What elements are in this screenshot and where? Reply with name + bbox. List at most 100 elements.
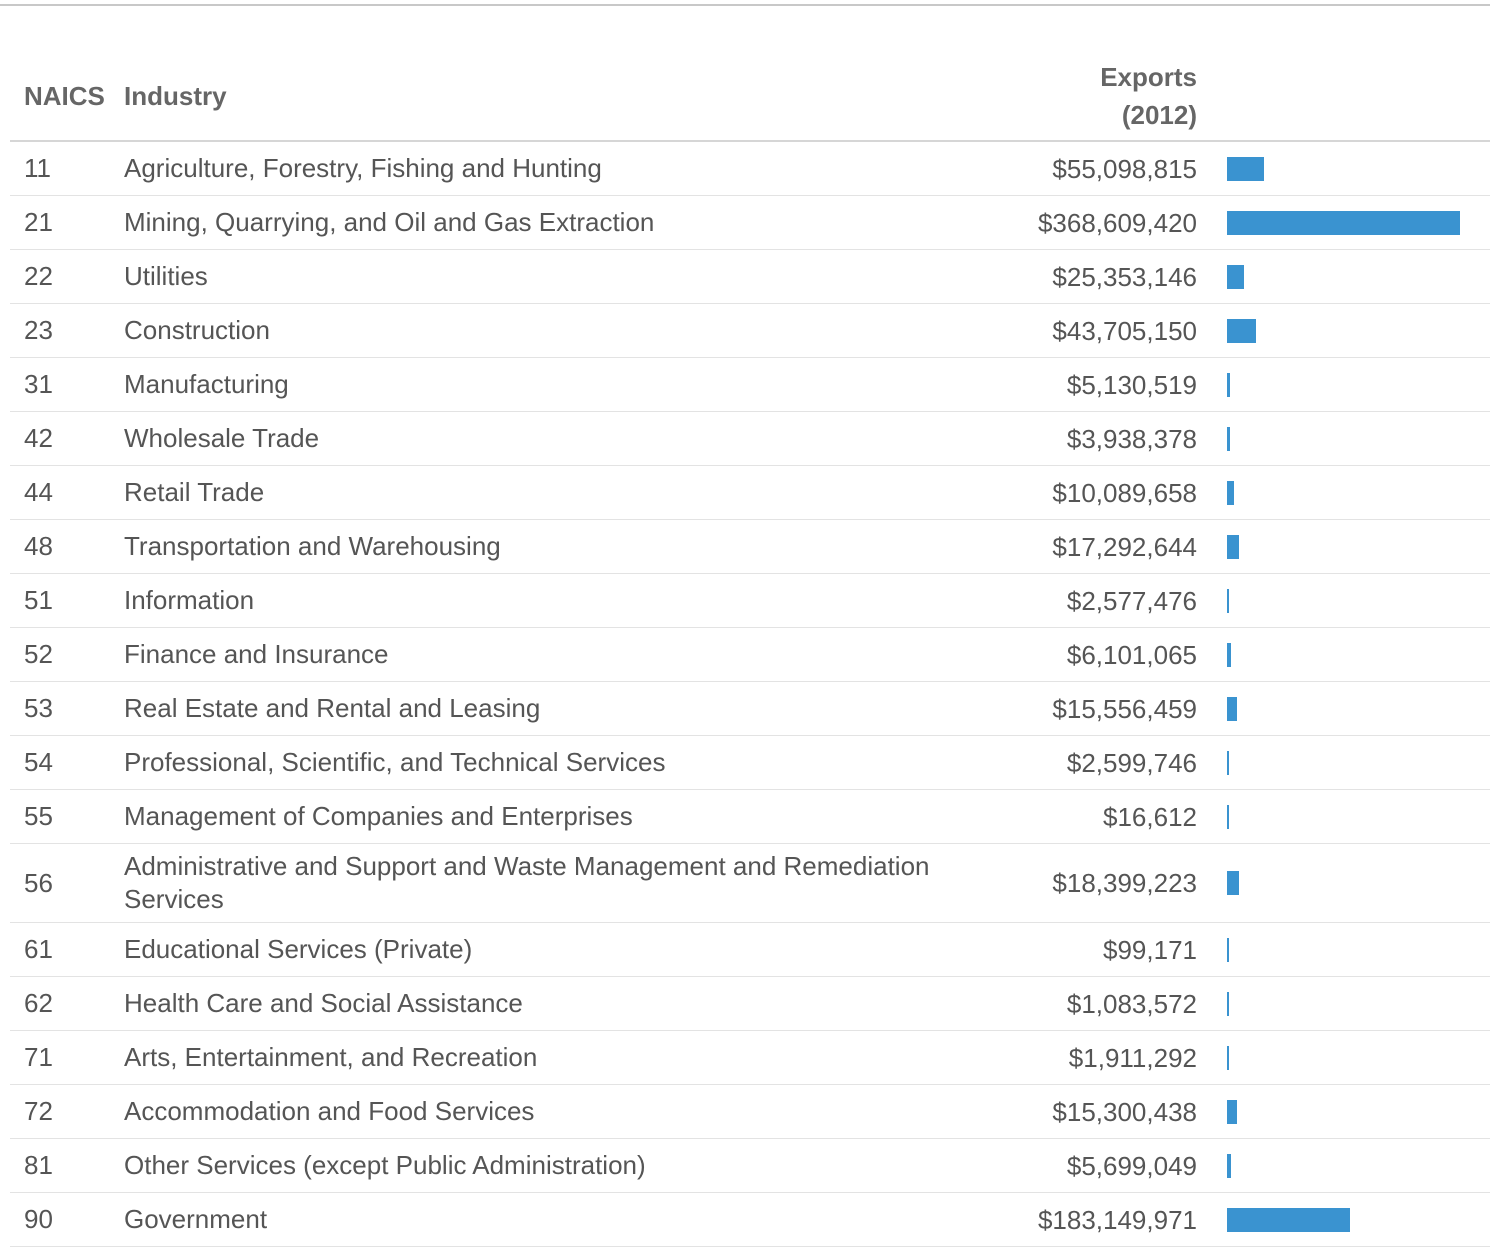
exports-bar — [1227, 588, 1229, 613]
exports-value: $16,612 — [1103, 801, 1197, 832]
table-row: 23 Construction $43,705,150 — [10, 304, 1490, 358]
bar-cell — [1197, 210, 1460, 235]
table-row: 72 Accommodation and Food Services $15,300… — [10, 1085, 1490, 1139]
industry-name: Agriculture, Forestry, Fishing and Hunti… — [124, 153, 602, 183]
table-row: 61 Educational Services (Private) $99,171 — [10, 923, 1490, 977]
exports-bar — [1227, 534, 1239, 559]
exports-bar — [1227, 804, 1229, 829]
divider — [0, 4, 1490, 6]
exports-bar — [1227, 696, 1238, 721]
table-row: 48 Transportation and Warehousing $17,292,… — [10, 520, 1490, 574]
table-row: 71 Arts, Entertainment, and Recreation $1,… — [10, 1031, 1490, 1085]
bar-cell — [1197, 1099, 1460, 1124]
bar-cell — [1197, 1153, 1460, 1178]
exports-bar — [1227, 642, 1232, 667]
industry-name: Educational Services (Private) — [124, 934, 473, 964]
industry-name: Arts, Entertainment, and Recreation — [124, 1042, 538, 1072]
exports-bar — [1227, 937, 1229, 962]
table-row: 22 Utilities $25,353,146 — [10, 250, 1490, 304]
bar-cell — [1197, 696, 1460, 721]
table-row: 52 Finance and Insurance $6,101,065 — [10, 628, 1490, 682]
industry-name: Health Care and Social Assistance — [124, 988, 523, 1018]
table-row: 54 Professional, Scientific, and Technica… — [10, 736, 1490, 790]
table-row: 56 Administrative and Support and Waste M… — [10, 844, 1490, 923]
bar-cell — [1197, 264, 1460, 289]
table-row: 42 Wholesale Trade $3,938,378 — [10, 412, 1490, 466]
exports-value: $183,149,971 — [1037, 1204, 1197, 1235]
table-row: 53 Real Estate and Rental and Leasing $15,… — [10, 682, 1490, 736]
table: NAICS Industry Exports (2012) 11 Agricult… — [10, 52, 1490, 1247]
bar-cell — [1197, 750, 1460, 775]
bar-cell — [1197, 991, 1460, 1016]
table-row: 21 Mining, Quarrying, and Oil and Gas Ext… — [10, 196, 1490, 250]
industry-name: Information — [124, 585, 255, 615]
exports-value: $17,292,644 — [1052, 531, 1197, 562]
bar-cell — [1197, 642, 1460, 667]
table-row: 81 Other Services (except Public Administ… — [10, 1139, 1490, 1193]
exports-value: $18,399,223 — [1052, 868, 1197, 898]
naics-code: 90 — [24, 1204, 53, 1234]
naics-code: 21 — [24, 207, 53, 237]
naics-code: 48 — [24, 531, 53, 561]
exports-value: $1,911,292 — [1068, 1042, 1197, 1073]
exports-value: $43,705,150 — [1052, 315, 1197, 346]
industry-name: Utilities — [124, 261, 208, 291]
naics-code: 62 — [24, 988, 53, 1018]
exports-value: $3,938,378 — [1066, 423, 1197, 454]
industry-name: Government — [124, 1204, 268, 1234]
naics-code: 52 — [24, 639, 53, 669]
exports-bar — [1227, 750, 1229, 775]
industry-name: Other Services (except Public Administra… — [124, 1150, 646, 1180]
industry-name: Transportation and Warehousing — [124, 531, 501, 561]
industry-name: Mining, Quarrying, and Oil and Gas Extra… — [124, 207, 655, 237]
table-row: 31 Manufacturing $5,130,519 — [10, 358, 1490, 412]
exports-bar — [1227, 426, 1230, 451]
naics-code: 56 — [24, 867, 53, 898]
exports-value: $2,577,476 — [1066, 585, 1197, 616]
naics-code: 55 — [24, 801, 53, 831]
naics-code: 44 — [24, 477, 53, 507]
exports-bar — [1227, 1045, 1229, 1070]
bar-cell — [1197, 480, 1460, 505]
naics-code: 42 — [24, 423, 53, 453]
header-naics: NAICS — [24, 80, 105, 111]
exports-value: $2,599,746 — [1066, 747, 1197, 778]
naics-code: 72 — [24, 1096, 53, 1126]
table-row: 62 Health Care and Social Assistance $1,08… — [10, 977, 1490, 1031]
table-row: 55 Management of Companies and Enterprise… — [10, 790, 1490, 844]
exports-bar — [1227, 480, 1234, 505]
table-row: 51 Information $2,577,476 — [10, 574, 1490, 628]
exports-bar — [1227, 156, 1265, 181]
industry-name: Finance and Insurance — [124, 639, 389, 669]
industry-name: Manufacturing — [124, 369, 289, 399]
industry-name: Real Estate and Rental and Leasing — [124, 693, 541, 723]
exports-bar — [1227, 1207, 1351, 1232]
naics-code: 31 — [24, 369, 53, 399]
exports-value: $15,556,459 — [1052, 693, 1197, 724]
bar-cell — [1197, 804, 1460, 829]
bar-cell — [1197, 1045, 1460, 1070]
exports-value: $15,300,438 — [1052, 1096, 1197, 1127]
bar-cell — [1197, 318, 1460, 343]
industry-name: Professional, Scientific, and Technical … — [124, 747, 666, 777]
naics-code: 81 — [24, 1150, 53, 1180]
exports-value: $6,101,065 — [1066, 639, 1197, 670]
industry-name: Construction — [124, 315, 270, 345]
naics-code: 53 — [24, 693, 53, 723]
exports-value: $368,609,420 — [1037, 207, 1197, 238]
bar-cell — [1197, 1207, 1460, 1232]
bar-cell — [1197, 156, 1460, 181]
bar-cell — [1197, 426, 1460, 451]
table-row: 11 Agriculture, Forestry, Fishing and Hun… — [10, 142, 1490, 196]
industry-name: Management of Companies and Enterprises — [124, 801, 633, 831]
exports-bar — [1227, 1153, 1231, 1178]
bar-cell — [1197, 937, 1460, 962]
header-row: NAICS Industry Exports (2012) — [10, 52, 1490, 142]
naics-code: 54 — [24, 747, 53, 777]
bar-cell — [1197, 871, 1460, 895]
industry-name: Accommodation and Food Services — [124, 1096, 535, 1126]
exports-bar — [1227, 318, 1257, 343]
naics-code: 61 — [24, 934, 53, 964]
exports-value: $25,353,146 — [1052, 261, 1197, 292]
